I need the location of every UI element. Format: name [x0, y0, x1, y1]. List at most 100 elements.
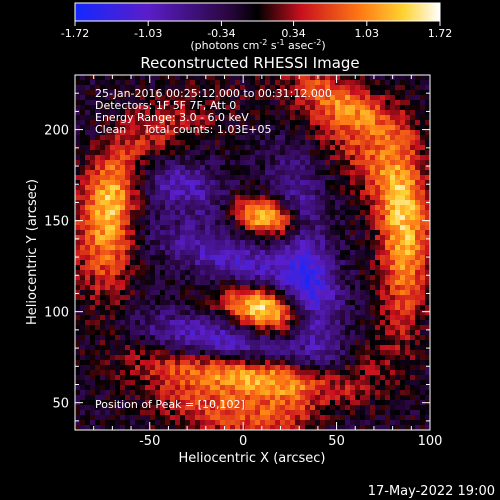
heatmap-cell	[260, 240, 265, 245]
heatmap-cell	[160, 170, 165, 175]
heatmap-cell	[140, 350, 145, 355]
heatmap-cell	[260, 140, 265, 145]
heatmap-cell	[85, 305, 90, 310]
heatmap-cell	[135, 190, 140, 195]
heatmap-cell	[315, 105, 320, 110]
heatmap-cell	[365, 115, 370, 120]
heatmap-cell	[215, 355, 220, 360]
heatmap-cell	[365, 90, 370, 95]
heatmap-cell	[175, 100, 180, 105]
heatmap-cell	[275, 150, 280, 155]
heatmap-cell	[425, 315, 430, 320]
heatmap-cell	[240, 130, 245, 135]
heatmap-cell	[385, 290, 390, 295]
heatmap-cell	[265, 115, 270, 120]
heatmap-cell	[415, 360, 420, 365]
heatmap-cell	[200, 195, 205, 200]
heatmap-cell	[105, 420, 110, 425]
heatmap-cell	[360, 330, 365, 335]
heatmap-cell	[240, 345, 245, 350]
heatmap-cell	[195, 400, 200, 405]
heatmap-cell	[230, 215, 235, 220]
heatmap-cell	[350, 415, 355, 420]
heatmap-cell	[310, 390, 315, 395]
heatmap-cell	[300, 260, 305, 265]
heatmap-cell	[375, 230, 380, 235]
heatmap-cell	[195, 340, 200, 345]
heatmap-cell	[370, 225, 375, 230]
heatmap-cell	[160, 190, 165, 195]
heatmap-cell	[75, 370, 80, 375]
heatmap-cell	[95, 375, 100, 380]
heatmap-cell	[330, 275, 335, 280]
heatmap-cell	[80, 215, 85, 220]
heatmap-cell	[175, 385, 180, 390]
heatmap-cell	[315, 175, 320, 180]
heatmap-cell	[295, 280, 300, 285]
heatmap-cell	[120, 235, 125, 240]
heatmap-cell	[415, 315, 420, 320]
heatmap-cell	[235, 410, 240, 415]
heatmap-cell	[200, 370, 205, 375]
heatmap-cell	[340, 215, 345, 220]
heatmap-cell	[300, 85, 305, 90]
heatmap-cell	[265, 125, 270, 130]
heatmap-cell	[210, 400, 215, 405]
heatmap-cell	[390, 245, 395, 250]
heatmap-cell	[185, 240, 190, 245]
heatmap-cell	[260, 220, 265, 225]
heatmap-cell	[425, 305, 430, 310]
heatmap-cell	[160, 165, 165, 170]
heatmap-cell	[360, 295, 365, 300]
heatmap-cell	[205, 190, 210, 195]
heatmap-cell	[190, 415, 195, 420]
heatmap-cell	[285, 385, 290, 390]
heatmap-cell	[415, 185, 420, 190]
heatmap-cell	[255, 185, 260, 190]
heatmap-cell	[400, 300, 405, 305]
heatmap-cell	[290, 125, 295, 130]
heatmap-cell	[80, 330, 85, 335]
heatmap-cell	[290, 280, 295, 285]
heatmap-cell	[305, 250, 310, 255]
heatmap-cell	[130, 145, 135, 150]
heatmap-cell	[290, 215, 295, 220]
heatmap-cell	[160, 315, 165, 320]
heatmap-cell	[100, 80, 105, 85]
heatmap-cell	[245, 195, 250, 200]
heatmap-cell	[245, 110, 250, 115]
heatmap-cell	[135, 255, 140, 260]
heatmap-cell	[90, 140, 95, 145]
heatmap-cell	[105, 270, 110, 275]
heatmap-cell	[165, 125, 170, 130]
heatmap-cell	[225, 205, 230, 210]
heatmap-cell	[335, 335, 340, 340]
heatmap-cell	[120, 300, 125, 305]
heatmap-cell	[285, 335, 290, 340]
heatmap-cell	[370, 120, 375, 125]
heatmap-cell	[425, 285, 430, 290]
heatmap-cell	[180, 125, 185, 130]
heatmap-cell	[340, 420, 345, 425]
heatmap-cell	[150, 85, 155, 90]
heatmap-cell	[185, 270, 190, 275]
heatmap-cell	[335, 130, 340, 135]
heatmap-cell	[425, 80, 430, 85]
heatmap-cell	[355, 335, 360, 340]
heatmap-cell	[190, 235, 195, 240]
heatmap-cell	[115, 245, 120, 250]
heatmap-cell	[85, 230, 90, 235]
heatmap-cell	[315, 80, 320, 85]
heatmap-cell	[145, 375, 150, 380]
heatmap-cell	[155, 285, 160, 290]
heatmap-cell	[135, 95, 140, 100]
heatmap-cell	[365, 250, 370, 255]
heatmap-cell	[175, 310, 180, 315]
heatmap-cell	[295, 405, 300, 410]
heatmap-cell	[335, 265, 340, 270]
heatmap-cell	[355, 190, 360, 195]
heatmap-cell	[105, 75, 110, 80]
heatmap-cell	[85, 80, 90, 85]
heatmap-cell	[250, 215, 255, 220]
heatmap-cell	[395, 350, 400, 355]
